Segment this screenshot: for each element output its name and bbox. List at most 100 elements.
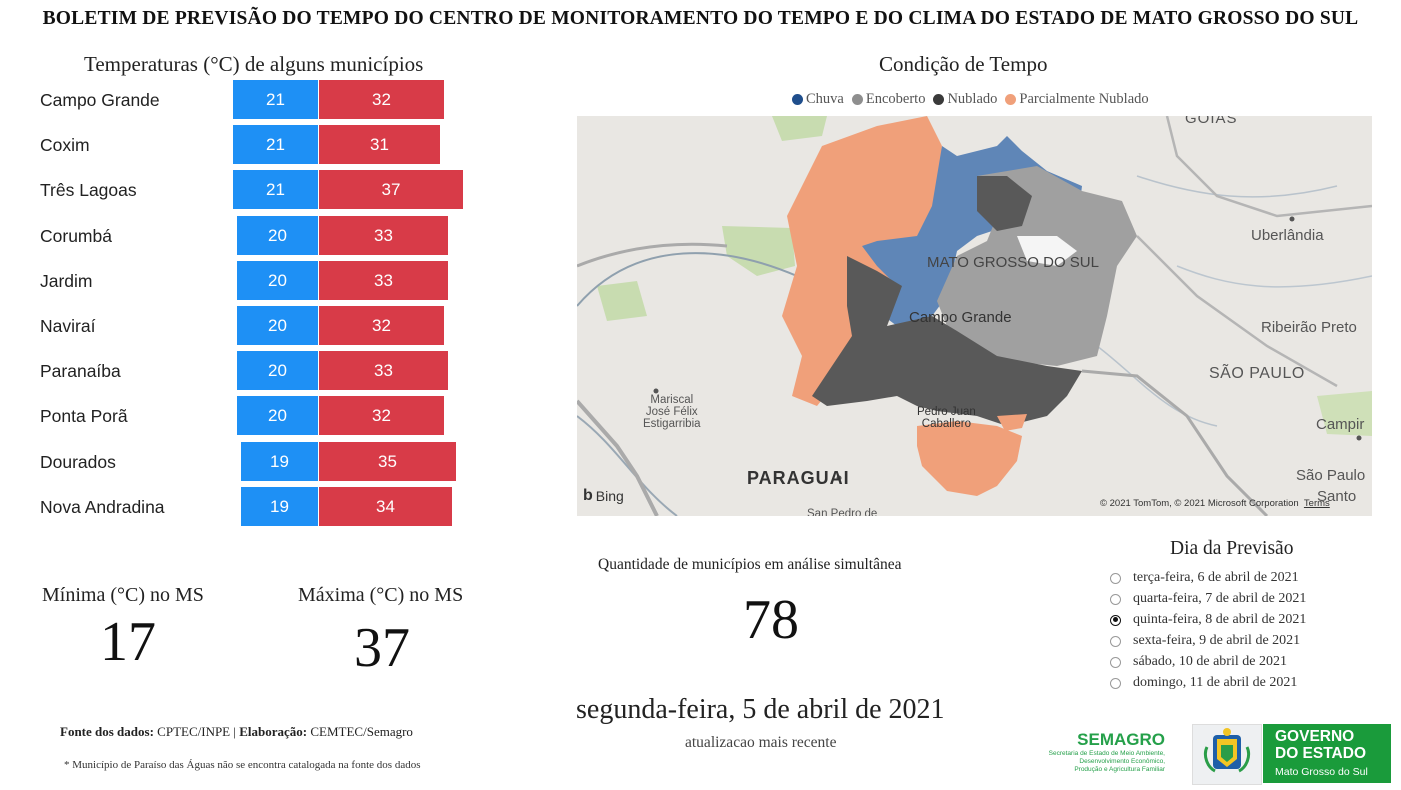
min-temp-bar[interactable]: 21 (233, 125, 318, 164)
gov-line3: Mato Grosso do Sul (1275, 766, 1368, 778)
gov-line2: DO ESTADO (1275, 745, 1366, 762)
label-uberlandia: Uberlândia (1251, 227, 1324, 244)
label-mariscal-line1: Mariscal (650, 394, 694, 406)
legend-dot-icon (1005, 94, 1017, 105)
semagro-line1: Secretaria de Estado de Meio Ambiente, (1048, 750, 1165, 757)
max-temp-bar[interactable]: 33 (319, 261, 448, 300)
legend-label: Parcialmente Nublado (1019, 91, 1149, 107)
radio-unchecked-icon[interactable] (1110, 572, 1121, 584)
radio-unchecked-icon[interactable] (1110, 656, 1121, 668)
legend-item[interactable]: Nublado (933, 91, 997, 108)
city-label: Campo Grande (40, 90, 160, 110)
region-encoberto (937, 166, 1137, 366)
coat-of-arms-icon (1192, 724, 1262, 785)
page-title: BOLETIM DE PREVISÃO DO TEMPO DO CENTRO D… (42, 8, 1359, 29)
max-temp-bar[interactable]: 34 (319, 487, 452, 526)
forecast-title: Dia da Previsão (1170, 538, 1294, 559)
region-sem-dado (1017, 236, 1077, 266)
label-goias: GOIÁS (1185, 116, 1238, 127)
legend-item[interactable]: Encoberto (851, 91, 925, 108)
analysis-value: 78 (743, 589, 799, 651)
min-temp-bar[interactable]: 20 (237, 306, 318, 345)
min-temp-bar[interactable]: 20 (237, 351, 318, 390)
min-temp-bar[interactable]: 20 (237, 216, 318, 255)
forecast-option[interactable]: terça-feira, 6 de abril de 2021 (1110, 570, 1299, 586)
legend-dot-icon (933, 94, 945, 105)
legend-label: Chuva (806, 91, 844, 107)
label-ribeirao-preto: Ribeirão Preto (1261, 319, 1357, 336)
min-temp-bar[interactable]: 20 (237, 261, 318, 300)
map-legend: Chuva Encoberto Nublado Parcialmente Nublad… (792, 91, 1153, 108)
map-attribution: © 2021 TomTom, © 2021 Microsoft Corporat… (1100, 498, 1330, 509)
data-source: Fonte dos dados: CPTEC/INPE | Elaboração… (60, 724, 413, 740)
forecast-option-label: quinta-feira, 8 de abril de 2021 (1133, 612, 1307, 627)
bing-label: Bing (595, 488, 624, 504)
city-label: Ponta Porã (40, 406, 128, 426)
terms-link[interactable]: Terms (1303, 498, 1330, 509)
map-title: Condição de Tempo (879, 52, 1048, 76)
radio-unchecked-icon[interactable] (1110, 677, 1121, 689)
semagro-line2: Desenvolvimento Econômico, (1079, 758, 1165, 765)
legend-item[interactable]: Chuva (792, 91, 844, 108)
min-temp-bar[interactable]: 20 (237, 396, 318, 435)
forecast-option-label: domingo, 11 de abril de 2021 (1133, 675, 1298, 690)
park-area (722, 226, 795, 276)
city-label: Três Lagoas (40, 180, 137, 200)
border-line (1081, 369, 1269, 516)
park-area (772, 116, 827, 141)
radio-unchecked-icon[interactable] (1110, 635, 1121, 647)
max-temp-label: Máxima (°C) no MS (298, 584, 464, 606)
forecast-option[interactable]: domingo, 11 de abril de 2021 (1110, 675, 1297, 691)
max-temp-bar[interactable]: 32 (319, 396, 444, 435)
label-pedro-line2: Caballero (921, 418, 972, 430)
legend-dot-icon (792, 94, 803, 105)
legend-dot-icon (851, 94, 863, 105)
min-temp-bar[interactable]: 21 (233, 170, 318, 209)
city-label: Naviraí (40, 316, 96, 336)
semagro-line3: Produção e Agricultura Familiar (1074, 766, 1165, 773)
city-label: Dourados (40, 452, 116, 472)
min-temp-value: 17 (100, 611, 156, 673)
city-marker (653, 388, 659, 394)
update-date: segunda-feira, 5 de abril de 2021 (576, 694, 945, 725)
river (1096, 345, 1218, 427)
border-line (577, 399, 659, 516)
max-temp-bar[interactable]: 32 (319, 306, 444, 345)
city-label: Paranaíba (40, 361, 121, 381)
bing-icon: b (583, 487, 593, 504)
min-temp-bar[interactable]: 19 (241, 442, 318, 481)
radio-checked-icon[interactable] (1110, 614, 1121, 626)
city-label: Nova Andradina (40, 497, 165, 517)
forecast-option[interactable]: quinta-feira, 8 de abril de 2021 (1110, 612, 1306, 628)
elaboration-text: CEMTEC/Semagro (307, 724, 413, 739)
weather-map[interactable]: GOIÁS Uberlândia MATO GROSSO DO SUL Camp… (577, 116, 1372, 516)
max-temp-bar[interactable]: 35 (319, 442, 456, 481)
legend-item[interactable]: Parcialmente Nublado (1005, 91, 1149, 108)
forecast-option[interactable]: sábado, 10 de abril de 2021 (1110, 654, 1287, 670)
forecast-option-label: terça-feira, 6 de abril de 2021 (1133, 570, 1299, 585)
park-area (1317, 391, 1372, 436)
forecast-option[interactable]: quarta-feira, 7 de abril de 2021 (1110, 591, 1306, 607)
max-temp-bar[interactable]: 37 (319, 170, 463, 209)
river (1176, 265, 1372, 288)
min-temp-bar[interactable]: 21 (233, 80, 318, 119)
river (577, 415, 678, 516)
min-temp-bar[interactable]: 19 (241, 487, 318, 526)
max-temp-bar[interactable]: 32 (319, 80, 444, 119)
radio-unchecked-icon[interactable] (1110, 593, 1121, 605)
label-santos: Santo (1317, 488, 1357, 505)
footnote: * Município de Paraíso das Águas não se … (64, 759, 421, 771)
city-label: Corumbá (40, 226, 112, 246)
max-temp-bar[interactable]: 31 (319, 125, 440, 164)
river (1136, 175, 1338, 198)
border-line (1165, 116, 1372, 218)
label-campo-grande: Campo Grande (909, 309, 1012, 326)
city-label: Jardim (40, 271, 93, 291)
forecast-option[interactable]: sexta-feira, 9 de abril de 2021 (1110, 633, 1300, 649)
label-paraguai: PARAGUAI (747, 468, 850, 488)
label-campinas: Campir (1316, 416, 1365, 433)
temperatures-title: Temperaturas (°C) de alguns municípios (84, 52, 424, 76)
max-temp-bar[interactable]: 33 (319, 216, 448, 255)
elaboration-label: Elaboração: (239, 724, 308, 739)
max-temp-bar[interactable]: 33 (319, 351, 448, 390)
